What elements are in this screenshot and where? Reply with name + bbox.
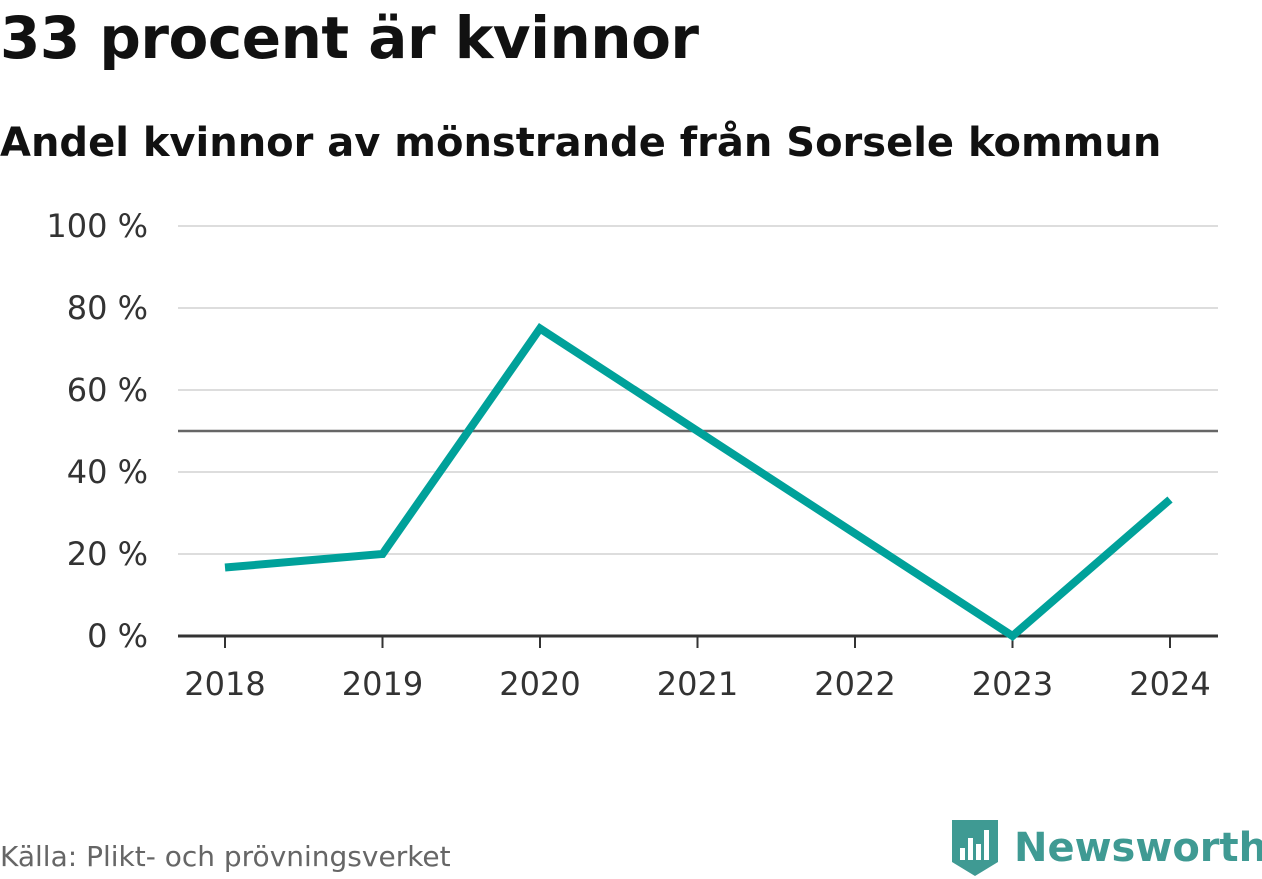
y-tick-label: 0 % (87, 617, 148, 655)
newsworthy-logo: Newsworthy (950, 818, 1262, 878)
x-tick-label: 2022 (814, 665, 895, 703)
x-tick-label: 2019 (342, 665, 423, 703)
series-line (224, 323, 1173, 641)
y-tick-label: 60 % (67, 371, 148, 409)
grid-lines (178, 225, 1218, 555)
line-chart: 0 % 20 % 40 % 60 % 80 % 100 % 2018 2019 2020 202… (46, 207, 1218, 703)
chart-title: 33 procent är kvinnor (0, 4, 699, 72)
source-note: Källa: Plikt- och prövningsverket (0, 840, 451, 873)
bar-chart-logo-icon (952, 820, 998, 876)
chart-subtitle: Andel kvinnor av mönstrande från Sorsele… (0, 120, 1162, 166)
x-tick-label: 2021 (657, 665, 738, 703)
x-axis (178, 634, 1218, 648)
x-tick-label: 2024 (1129, 665, 1210, 703)
series-layer (224, 323, 1173, 641)
y-tick-label: 100 % (46, 207, 148, 245)
y-tick-label: 40 % (67, 453, 148, 491)
x-tick-label: 2020 (499, 665, 580, 703)
brand-name: Newsworthy (1014, 825, 1262, 871)
y-tick-label: 20 % (67, 535, 148, 573)
y-tick-label: 80 % (67, 289, 148, 327)
x-tick-label: 2023 (972, 665, 1053, 703)
x-axis-labels: 2018 2019 2020 2021 2022 2023 2024 (184, 665, 1210, 703)
y-axis-labels: 0 % 20 % 40 % 60 % 80 % 100 % (46, 207, 148, 655)
x-tick-label: 2018 (184, 665, 265, 703)
